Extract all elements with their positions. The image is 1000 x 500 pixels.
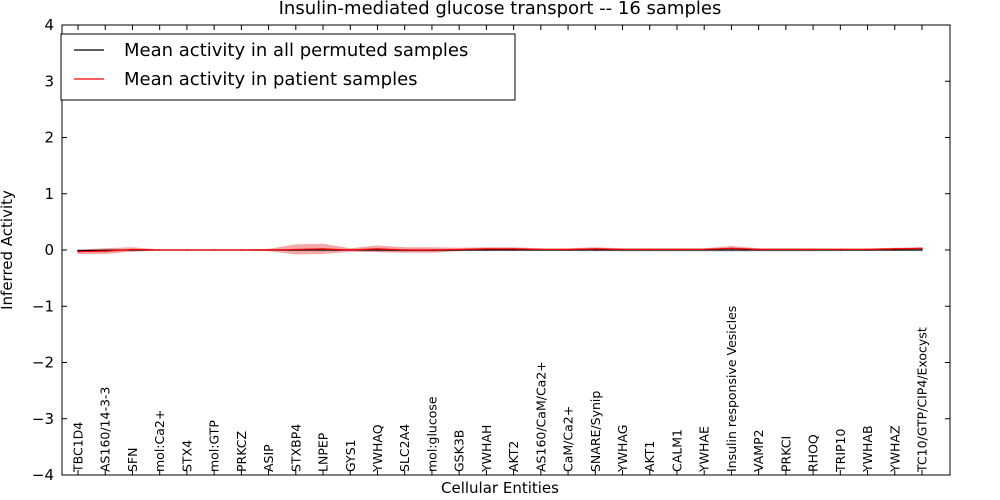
x-category-label: PRKCI [778, 436, 793, 472]
line-series-1 [77, 247, 923, 253]
x-category-label: TBC1D4 [71, 422, 86, 473]
y-tick-label: 1 [44, 185, 54, 203]
y-tick-label: −3 [32, 410, 54, 428]
point-series-0-15 [485, 249, 488, 251]
y-tick-label: 3 [44, 72, 54, 90]
x-category-label: AKT2 [506, 441, 521, 472]
point-series-1-30 [893, 248, 896, 250]
x-category-label: mol:GTP [207, 420, 222, 472]
point-series-1-1 [104, 250, 107, 252]
x-category-label: ASIP [261, 444, 276, 472]
x-category-label: RHOQ [806, 434, 821, 472]
chart-title: Insulin-mediated glucose transport -- 16… [279, 0, 722, 19]
x-category-label: CaM/Ca2+ [561, 406, 576, 472]
point-series-0-19 [594, 249, 597, 251]
x-category-label: YWHAE [697, 426, 712, 473]
point-series-1-19 [594, 248, 597, 250]
point-series-0-24 [730, 249, 733, 251]
point-series-1-22 [676, 248, 678, 251]
point-series-1-29 [866, 248, 869, 251]
x-category-label: CALM1 [669, 429, 684, 472]
point-series-1-9 [322, 248, 324, 250]
point-series-1-17 [540, 248, 542, 251]
point-series-0-16 [512, 249, 515, 251]
point-series-1-12 [403, 249, 406, 251]
x-category-label: GSK3B [452, 430, 467, 472]
point-series-1-0 [77, 250, 79, 253]
x-category-label: SLC2A4 [397, 424, 412, 472]
point-series-1-3 [158, 249, 161, 251]
x-category-label: YWHAG [615, 425, 630, 473]
point-series-1-23 [703, 248, 705, 251]
point-series-1-27 [812, 248, 814, 251]
point-series-1-2 [131, 248, 134, 251]
point-series-1-7 [267, 249, 270, 251]
point-series-1-25 [757, 248, 760, 251]
series-lines [77, 247, 923, 253]
point-series-0-9 [322, 249, 324, 251]
point-series-1-31 [921, 247, 923, 250]
point-series-1-4 [186, 249, 188, 251]
point-series-1-6 [240, 249, 243, 251]
point-series-1-13 [431, 249, 433, 251]
point-series-1-26 [785, 248, 787, 251]
x-category-label: VAMP2 [751, 429, 766, 472]
x-category-label: SNARE/Synip [588, 391, 603, 472]
x-category-label: mol:Ca2+ [152, 410, 167, 472]
x-category-label: SFN [125, 448, 140, 472]
plot-frame [61, 24, 951, 476]
x-category-label: TC10/GTP/CIP4/Exocyst [915, 327, 930, 473]
y-axis-label: Inferred Activity [0, 190, 16, 310]
point-series-1-24 [730, 247, 733, 250]
x-category-label: AKT1 [642, 441, 657, 472]
legend-label-0: Mean activity in all permuted samples [124, 40, 468, 61]
x-category-label: mol:glucose [424, 396, 439, 472]
x-category-label: AS160/CaM/Ca2+ [533, 361, 548, 472]
point-series-1-28 [839, 248, 842, 251]
y-tick-label: −4 [32, 466, 54, 484]
x-axis-label: Cellular Entities [441, 479, 559, 497]
point-series-1-10 [349, 249, 352, 251]
point-series-1-18 [567, 248, 569, 251]
point-series-0-0 [77, 249, 79, 252]
point-series-1-16 [512, 248, 515, 250]
x-category-label: YWHAH [479, 425, 494, 473]
x-category-label: YWHAB [860, 425, 875, 473]
point-series-1-14 [458, 248, 460, 251]
legend-label-1: Mean activity in patient samples [124, 69, 418, 90]
x-category-label: TRIP10 [833, 429, 848, 473]
x-category-label: LNPEP [316, 432, 331, 472]
x-category-label: GYS1 [343, 439, 358, 472]
y-tick-label: 0 [44, 241, 54, 259]
x-category-label: STXBP4 [288, 424, 303, 472]
x-category-label: STX4 [179, 440, 194, 472]
point-series-0-31 [921, 249, 923, 251]
legend: Mean activity in all permuted samples Mea… [60, 33, 516, 101]
x-axis: TBC1D4 AS160/14-3-3 SFN mol:Ca2+ STX4 mol:GTP… [71, 25, 930, 475]
y-tick-label: 2 [44, 129, 54, 147]
x-category-label: PRKCZ [234, 431, 249, 472]
y-tick-label: −2 [32, 354, 54, 372]
x-category-label: AS160/14-3-3 [98, 387, 113, 472]
point-series-0-30 [893, 249, 896, 251]
y-tick-label: 4 [44, 16, 54, 34]
y-tick-label: −1 [32, 297, 54, 315]
x-category-label: Insulin responsive Vesicles [724, 306, 739, 472]
x-category-label: YWHAQ [370, 424, 385, 473]
point-series-1-11 [376, 248, 379, 250]
legend-box [60, 33, 516, 101]
point-series-1-8 [295, 248, 297, 251]
point-series-1-5 [213, 249, 215, 251]
point-series-0-11 [376, 249, 379, 251]
point-series-1-15 [485, 248, 488, 250]
point-series-1-20 [621, 248, 624, 251]
point-series-1-21 [648, 248, 651, 251]
x-category-label: YWHAZ [887, 425, 902, 473]
